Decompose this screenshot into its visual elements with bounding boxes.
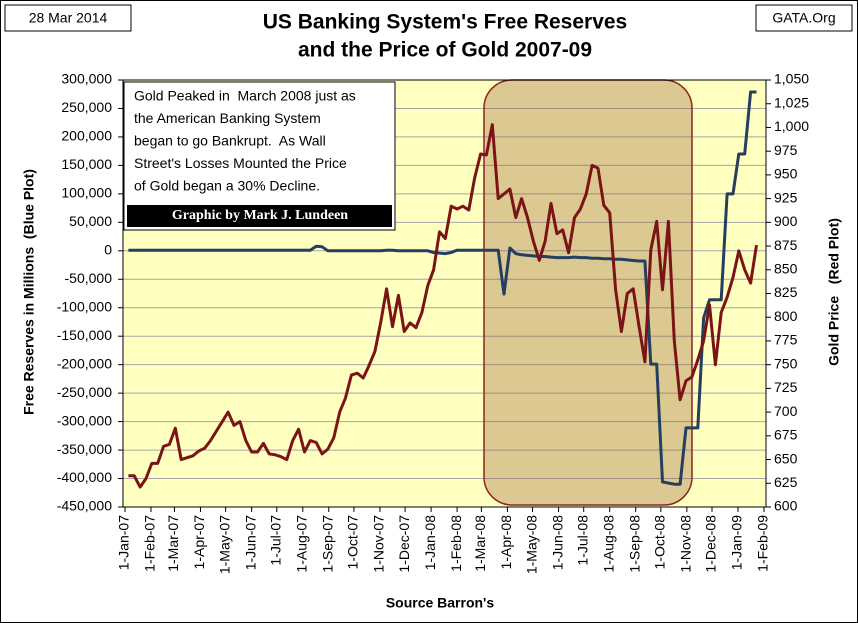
x-tick-label: 1-Nov-07 — [371, 515, 387, 573]
x-tick-label: 1-May-07 — [216, 515, 232, 574]
y-tick-label: -400,000 — [57, 469, 112, 485]
x-tick-label: 1-Jan-09 — [729, 515, 745, 570]
source-tag: GATA.Org — [772, 10, 835, 26]
chart-title: and the Price of Gold 2007-09 — [298, 39, 592, 62]
date-box — [4, 4, 132, 32]
x-tick-label: 1-Jul-07 — [267, 515, 283, 566]
series-line — [128, 123, 758, 489]
y-tick-label: -250,000 — [57, 384, 112, 400]
y-tick-label: 200,000 — [61, 128, 112, 144]
x-tick-label: 1-Feb-08 — [448, 515, 464, 572]
x-tick-label: 1-Aug-08 — [600, 515, 616, 573]
credit: Graphic by Mark J. Lundeen — [172, 208, 348, 223]
x-tick-label: 1-Apr-07 — [191, 515, 207, 570]
y-axis-label: Free Reserves in Millions (Blue Plot) — [21, 169, 37, 415]
y2-tick-label: 900 — [774, 213, 798, 229]
annotation-line: began to go Bankrupt. As Wall — [134, 133, 326, 149]
y-tick-label: 250,000 — [61, 99, 112, 115]
x-axis-label: Source Barron's — [386, 595, 495, 611]
chart-title: US Banking System's Free Reserves — [263, 11, 628, 34]
y-tick-label: -200,000 — [57, 355, 112, 371]
y2-tick-label: 825 — [774, 284, 798, 300]
x-tick-label: 1-Jun-07 — [242, 515, 258, 570]
y2-tick-label: 950 — [774, 166, 798, 182]
y-tick-label: 50,000 — [69, 213, 112, 229]
series-line — [128, 90, 757, 486]
y2-tick-label: 925 — [774, 189, 798, 205]
y2-tick-label: 650 — [774, 450, 798, 466]
y2-tick-label: 725 — [774, 379, 798, 395]
x-tick-label: 1-Jun-08 — [549, 515, 565, 570]
y2-tick-label: 800 — [774, 308, 798, 324]
y-tick-label: 100,000 — [61, 185, 112, 201]
y2-tick-label: 750 — [774, 355, 798, 371]
y-tick-label: 300,000 — [61, 71, 112, 87]
x-tick-label: 1-Dec-07 — [396, 515, 412, 573]
y2-axis-label: Gold Price (Red Plot) — [826, 218, 842, 366]
annotation-line: of Gold began a 30% Decline. — [134, 178, 320, 194]
y2-tick-label: 875 — [774, 237, 798, 253]
annotation-line: Street's Losses Mounted the Price — [134, 155, 347, 171]
x-tick-label: 1-Nov-08 — [678, 515, 694, 573]
y2-tick-label: 1,050 — [774, 71, 809, 87]
date-stamp: 28 Mar 2014 — [29, 10, 108, 26]
x-tick-label: 1-Mar-07 — [165, 515, 181, 572]
y2-tick-label: 700 — [774, 403, 798, 419]
y-tick-label: -300,000 — [57, 412, 112, 428]
y2-tick-label: 775 — [774, 332, 798, 348]
x-tick-label: 1-Apr-08 — [498, 515, 514, 570]
credit-bar — [127, 205, 392, 227]
annotation-line: the American Banking System — [134, 110, 321, 126]
y-tick-label: -450,000 — [57, 498, 112, 514]
x-tick-label: 1-Feb-09 — [755, 515, 771, 572]
y2-tick-label: 600 — [774, 498, 798, 514]
y-tick-label: -50,000 — [65, 270, 113, 286]
x-tick-label: 1-Dec-08 — [703, 515, 719, 573]
x-tick-label: 1-Jan-08 — [422, 515, 438, 570]
plot — [128, 90, 758, 489]
y2-tick-label: 1,025 — [774, 94, 809, 110]
annotation: Gold Peaked in March 2008 just as the Ame… — [134, 88, 356, 194]
x-tick-label: 1-May-08 — [523, 515, 539, 574]
y-tick-label: -100,000 — [57, 298, 112, 314]
y2-tick-label: 625 — [774, 474, 798, 490]
y-tick-label: -150,000 — [57, 327, 112, 343]
x-tick-label: 1-Sep-07 — [319, 515, 335, 573]
source-box — [755, 4, 853, 32]
x-tick-label: 1-Feb-07 — [142, 515, 158, 572]
x-tick-label: 1-Oct-08 — [652, 515, 668, 570]
y-tick-label: 150,000 — [61, 156, 112, 172]
y-tick-label: 0 — [104, 242, 112, 258]
x-tick-label: 1-Mar-08 — [472, 515, 488, 572]
x-tick-label: 1-Oct-07 — [345, 515, 361, 570]
y2-tick-label: 675 — [774, 427, 798, 443]
y-tick-label: -350,000 — [57, 441, 112, 457]
x-tick-label: 1-Jan-07 — [116, 515, 132, 570]
y2-tick-label: 1,000 — [774, 118, 809, 134]
x-tick-label: 1-Sep-08 — [626, 515, 642, 573]
y2-tick-label: 975 — [774, 142, 798, 158]
y2-tick-label: 850 — [774, 260, 798, 276]
annotation-line: Gold Peaked in March 2008 just as — [134, 88, 356, 104]
x-tick-label: 1-Aug-07 — [293, 515, 309, 573]
x-tick-label: 1-Jul-08 — [574, 515, 590, 566]
